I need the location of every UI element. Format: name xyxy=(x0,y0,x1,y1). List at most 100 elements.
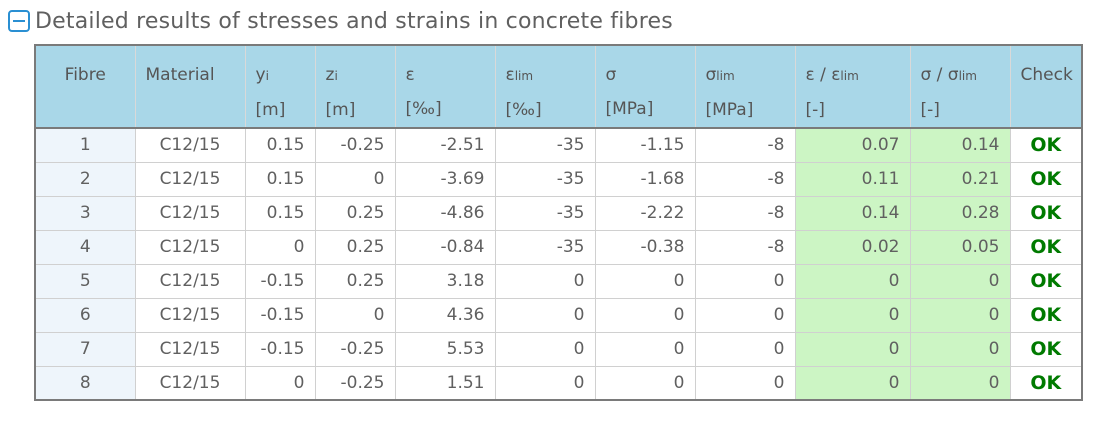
table-cell: 1.51 xyxy=(395,366,496,401)
table-cell: 0 xyxy=(595,366,696,401)
header-unit: [-] xyxy=(805,100,825,120)
check-status: OK xyxy=(1010,366,1082,401)
table-row: 8 C12/15 0 -0.25 1.51 0 0 0 0 0 OK xyxy=(35,366,1082,401)
material-cell: C12/15 xyxy=(135,128,246,163)
table-cell: -4.86 xyxy=(395,196,496,231)
column-header: Check xyxy=(1010,45,1082,129)
check-status: OK xyxy=(1010,128,1082,163)
check-status: OK xyxy=(1010,264,1082,299)
table-cell: 3.18 xyxy=(395,264,496,299)
ratio-cell: 0.28 xyxy=(910,196,1011,231)
header-label: Fibre xyxy=(64,65,106,85)
fibre-cell: 4 xyxy=(35,230,136,265)
table-cell: 0 xyxy=(595,298,696,333)
header-label: ε xyxy=(405,65,415,85)
header-unit: [m] xyxy=(255,100,286,120)
header-subscript: i xyxy=(334,69,338,83)
table-cell: 0.15 xyxy=(245,162,316,197)
header-label: y xyxy=(255,65,266,85)
table-cell: 0.15 xyxy=(245,128,316,163)
table-row: 7 C12/15 -0.15 -0.25 5.53 0 0 0 0 0 OK xyxy=(35,332,1082,367)
table-cell: 0 xyxy=(595,332,696,367)
ratio-cell: 0.14 xyxy=(910,128,1011,163)
table-row: 4 C12/15 0 0.25 -0.84 -35 -0.38 -8 0.02 0.05 OK xyxy=(35,230,1082,265)
table-cell: 4.36 xyxy=(395,298,496,333)
fibre-cell: 7 xyxy=(35,332,136,367)
table-cell: -1.15 xyxy=(595,128,696,163)
table-row: 3 C12/15 0.15 0.25 -4.86 -35 -2.22 -8 0.14 0.28 OK xyxy=(35,196,1082,231)
column-header: ε [‰] xyxy=(395,45,496,129)
fibre-cell: 6 xyxy=(35,298,136,333)
table-cell: 0 xyxy=(695,298,796,333)
header-label: σ xyxy=(705,65,717,85)
column-header: zi [m] xyxy=(315,45,396,129)
ratio-cell: 0 xyxy=(795,366,911,401)
fibre-cell: 2 xyxy=(35,162,136,197)
column-header: σlim [MPa] xyxy=(695,45,796,129)
table-cell: -35 xyxy=(495,128,596,163)
header-label: ε / ε xyxy=(805,65,841,85)
table-cell: 0 xyxy=(495,264,596,299)
table-cell: -0.84 xyxy=(395,230,496,265)
table-cell: 0 xyxy=(695,264,796,299)
table-cell: -0.15 xyxy=(245,264,316,299)
table-cell: -35 xyxy=(495,196,596,231)
header-label: Material xyxy=(145,65,215,85)
ratio-cell: 0 xyxy=(795,298,911,333)
table-cell: 0.25 xyxy=(315,264,396,299)
column-header: Material xyxy=(135,45,246,129)
table-cell: 0.25 xyxy=(315,230,396,265)
header-unit: [‰] xyxy=(405,99,442,119)
header-label: z xyxy=(325,65,335,85)
check-status: OK xyxy=(1010,332,1082,367)
header-unit: [-] xyxy=(920,100,940,120)
results-table: Fibre Material yi [m] zi [m] ε [‰] εlim [‰] σ [MPa]… xyxy=(34,44,1083,401)
header-subscript: lim xyxy=(958,69,977,83)
fibre-cell: 8 xyxy=(35,366,136,401)
material-cell: C12/15 xyxy=(135,332,246,367)
check-status: OK xyxy=(1010,298,1082,333)
table-cell: -8 xyxy=(695,196,796,231)
table-cell: -2.51 xyxy=(395,128,496,163)
table-cell: -8 xyxy=(695,230,796,265)
section-header: Detailed results of stresses and strains… xyxy=(8,6,673,36)
table-cell: -0.25 xyxy=(315,128,396,163)
table-cell: 0 xyxy=(695,366,796,401)
header-label: σ xyxy=(605,65,617,85)
ratio-cell: 0 xyxy=(795,264,911,299)
ratio-cell: 0 xyxy=(910,332,1011,367)
section-title: Detailed results of stresses and strains… xyxy=(35,8,673,34)
table-cell: -0.25 xyxy=(315,366,396,401)
table-cell: -8 xyxy=(695,162,796,197)
header-subscript: i xyxy=(265,69,269,83)
header-unit: [MPa] xyxy=(605,99,654,119)
table-cell: -0.15 xyxy=(245,298,316,333)
ratio-cell: 0 xyxy=(910,264,1011,299)
table-cell: 0 xyxy=(245,230,316,265)
table-cell: -1.68 xyxy=(595,162,696,197)
material-cell: C12/15 xyxy=(135,162,246,197)
header-subscript: lim xyxy=(840,69,859,83)
header-label: Check xyxy=(1020,65,1073,85)
material-cell: C12/15 xyxy=(135,230,246,265)
material-cell: C12/15 xyxy=(135,366,246,401)
table-cell: -0.15 xyxy=(245,332,316,367)
table-cell: 0 xyxy=(695,332,796,367)
table-cell: -0.25 xyxy=(315,332,396,367)
ratio-cell: 0 xyxy=(910,298,1011,333)
ratio-cell: 0.21 xyxy=(910,162,1011,197)
table-cell: -35 xyxy=(495,230,596,265)
table-cell: -35 xyxy=(495,162,596,197)
column-header: εlim [‰] xyxy=(495,45,596,129)
material-cell: C12/15 xyxy=(135,298,246,333)
table-body: 1 C12/15 0.15 -0.25 -2.51 -35 -1.15 -8 0.07 0.14 O… xyxy=(35,128,1082,401)
column-header: Fibre xyxy=(35,45,136,129)
header-unit: [m] xyxy=(325,100,356,120)
collapse-minus-icon[interactable] xyxy=(8,10,30,32)
fibre-cell: 5 xyxy=(35,264,136,299)
column-header: σ [MPa] xyxy=(595,45,696,129)
ratio-cell: 0.07 xyxy=(795,128,911,163)
table-cell: 0 xyxy=(495,332,596,367)
header-unit: [MPa] xyxy=(705,100,754,120)
table-row: 6 C12/15 -0.15 0 4.36 0 0 0 0 0 OK xyxy=(35,298,1082,333)
